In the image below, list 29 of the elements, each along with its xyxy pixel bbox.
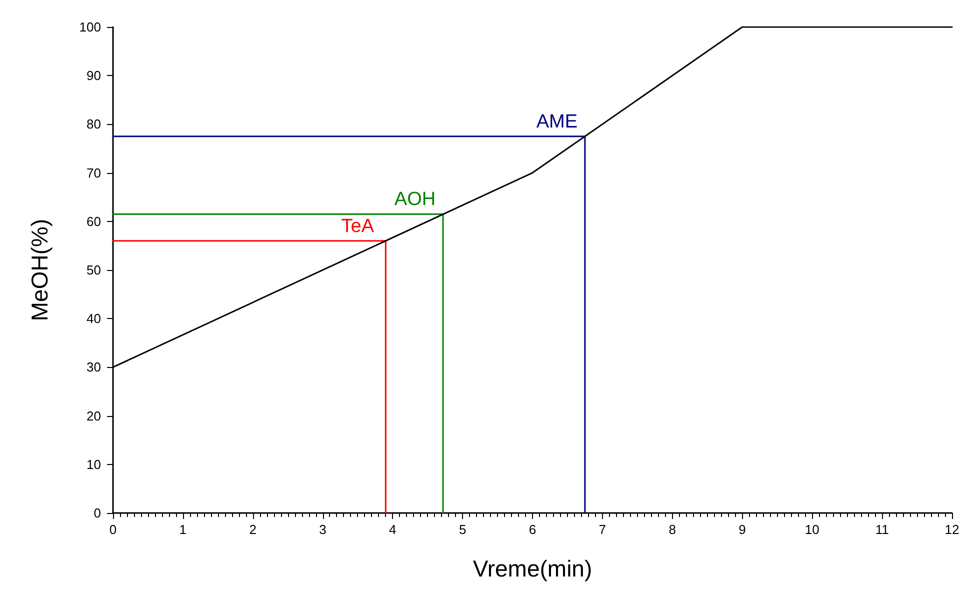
y-tick-label: 80 [86, 116, 101, 132]
y-tick-label: 60 [86, 214, 101, 229]
series-label: TeA [341, 216, 374, 237]
x-tick-label: 7 [598, 522, 606, 537]
y-axis-title: MeOH(%) [26, 218, 52, 322]
x-tick-label: 0 [109, 522, 117, 537]
y-tick-label: 10 [86, 456, 101, 472]
y-tick-label: 70 [86, 165, 101, 180]
x-tick-label: 8 [668, 522, 676, 537]
y-tick-label: 100 [79, 20, 101, 34]
y-tick-label: 30 [86, 360, 101, 375]
x-tick-label: 12 [944, 522, 960, 537]
y-tick-label: 90 [86, 68, 101, 84]
x-axis-title: Vreme(min) [472, 556, 592, 582]
series-label: AME [536, 111, 578, 132]
x-tick-label: 11 [875, 522, 889, 537]
y-tick-label: 0 [94, 506, 101, 520]
x-tick-label: 1 [179, 522, 187, 537]
x-tick-label: 4 [389, 522, 396, 537]
x-tick-label: 3 [319, 522, 326, 537]
series-label: AOH [394, 189, 436, 210]
x-tick-label: 6 [528, 522, 536, 537]
y-tick-label: 50 [86, 262, 101, 278]
x-tick-label: 9 [738, 522, 746, 537]
x-tick-label: 10 [804, 522, 820, 537]
y-tick-label: 40 [86, 311, 101, 326]
x-tick-label: 2 [249, 522, 256, 537]
x-tick-label: 5 [458, 522, 466, 537]
y-tick-label: 20 [86, 408, 101, 424]
